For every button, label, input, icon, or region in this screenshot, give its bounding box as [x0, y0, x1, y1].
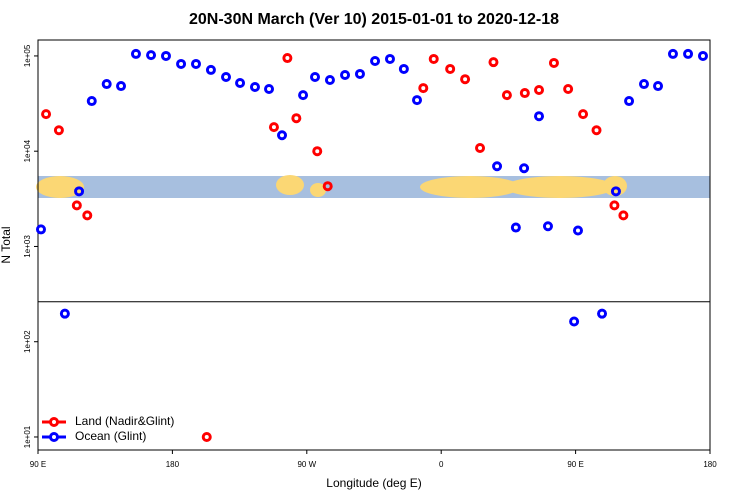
point — [35, 224, 46, 235]
point — [235, 77, 246, 88]
point — [610, 186, 621, 197]
point — [697, 50, 708, 61]
point — [86, 96, 97, 107]
point — [534, 84, 545, 95]
point — [298, 90, 309, 101]
y-tick-label: 1e+01 — [23, 425, 32, 448]
point — [519, 163, 530, 174]
point — [277, 130, 288, 141]
point — [683, 48, 694, 59]
point — [59, 308, 70, 319]
x-tick-label: 90 E — [30, 460, 46, 469]
legend-marker — [49, 432, 59, 442]
legend-label: Ocean (Glint) — [75, 429, 146, 443]
point — [492, 161, 503, 172]
point — [324, 75, 335, 86]
point — [624, 96, 635, 107]
y-axis-label: N Total — [0, 226, 13, 263]
point — [354, 68, 365, 79]
point — [398, 63, 409, 74]
point — [384, 53, 395, 64]
y-tick-label: 1e+02 — [23, 330, 32, 353]
y-tick-label: 1e+03 — [23, 235, 32, 258]
point — [445, 63, 456, 74]
point — [205, 64, 216, 75]
x-tick-label: 180 — [166, 460, 180, 469]
point — [264, 83, 275, 94]
point — [418, 83, 429, 94]
point — [190, 58, 201, 69]
point — [548, 57, 559, 68]
point — [291, 113, 302, 124]
point — [268, 122, 279, 133]
point — [597, 308, 608, 319]
point — [221, 72, 232, 83]
point — [310, 72, 321, 83]
point — [563, 83, 574, 94]
point — [322, 181, 333, 192]
point — [488, 57, 499, 68]
map-strip — [36, 175, 710, 198]
point — [340, 69, 351, 80]
point — [101, 79, 112, 90]
point — [519, 88, 530, 99]
legend-label: Land (Nadir&Glint) — [75, 414, 174, 428]
point — [146, 50, 157, 61]
point — [475, 143, 486, 154]
point — [282, 53, 293, 64]
y-tick-label: 1e+04 — [23, 139, 32, 162]
legend-marker — [49, 417, 59, 427]
y-tick-label: 1e+05 — [23, 44, 32, 67]
chart-title: 20N-30N March (Ver 10) 2015-01-01 to 202… — [189, 11, 559, 28]
point — [542, 221, 553, 232]
point — [130, 48, 141, 59]
point — [312, 146, 323, 157]
point — [510, 222, 521, 233]
point — [569, 316, 580, 327]
point — [460, 74, 471, 85]
point — [667, 48, 678, 59]
point — [428, 53, 439, 64]
point — [609, 200, 620, 211]
point — [249, 81, 260, 92]
point — [591, 125, 602, 136]
point — [578, 109, 589, 120]
point — [176, 58, 187, 69]
x-tick-label: 90 E — [567, 460, 583, 469]
point — [71, 200, 82, 211]
point — [572, 225, 583, 236]
point — [412, 95, 423, 106]
x-tick-label: 180 — [703, 460, 717, 469]
point — [41, 109, 52, 120]
point — [370, 55, 381, 66]
point — [116, 81, 127, 92]
x-axis-label: Longitude (deg E) — [326, 476, 421, 490]
point — [618, 210, 629, 221]
point — [638, 79, 649, 90]
plot-frame — [37, 39, 711, 451]
point — [201, 431, 212, 442]
point — [653, 81, 664, 92]
point — [82, 210, 93, 221]
x-tick-label: 0 — [439, 460, 444, 469]
point — [534, 111, 545, 122]
x-tick-label: 90 W — [297, 460, 316, 469]
point — [160, 50, 171, 61]
point — [53, 125, 64, 136]
point — [74, 186, 85, 197]
point — [501, 90, 512, 101]
